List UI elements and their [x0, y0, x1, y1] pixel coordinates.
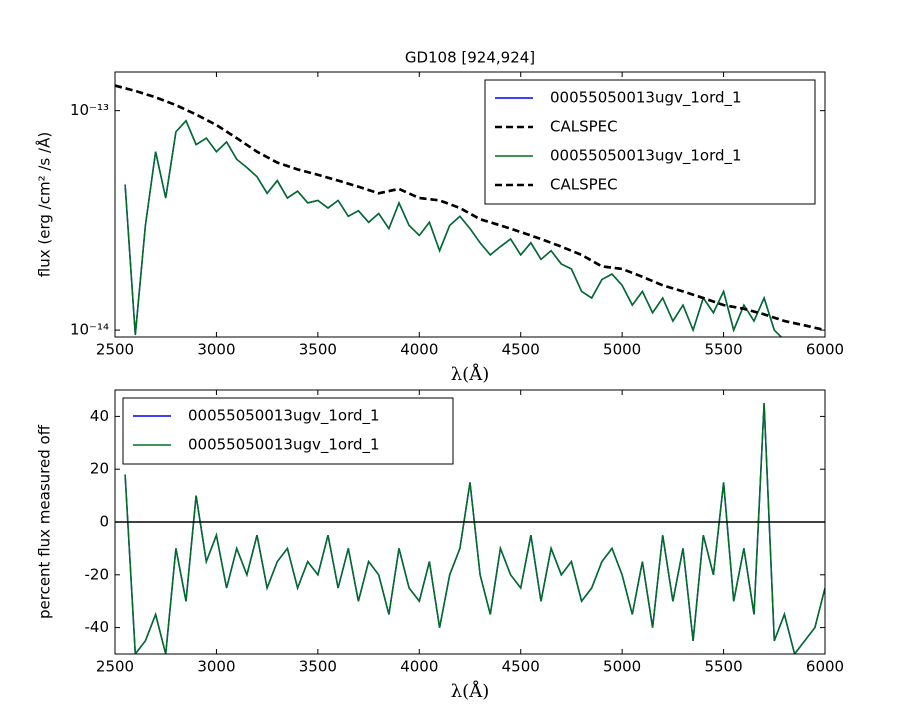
x-tick-label: 4500 — [502, 341, 540, 359]
legend-label: CALSPEC — [550, 118, 618, 136]
y-axis-label: flux (erg /cm² /s /Å) — [35, 132, 54, 277]
x-tick-label: 3500 — [299, 341, 337, 359]
plot-area — [124, 403, 825, 654]
series-line — [124, 119, 783, 337]
x-tick-label: 5500 — [704, 658, 742, 676]
x-tick-label: 6000 — [806, 658, 844, 676]
legend-label: 00055050013ugv_1ord_1 — [550, 89, 742, 108]
legend-box — [484, 79, 816, 205]
x-tick-label: 4500 — [502, 658, 540, 676]
y-axis-label: percent flux measured off — [36, 424, 54, 619]
legend-label: 00055050013ugv_1ord_1 — [188, 436, 380, 455]
x-tick-label: 3500 — [299, 658, 337, 676]
y-tick-label: 10⁻¹⁴ — [70, 321, 109, 339]
x-tick-label: 4000 — [400, 341, 438, 359]
x-tick-label: 5500 — [704, 341, 742, 359]
y-tick-label: -40 — [85, 618, 110, 636]
y-tick-label: 20 — [90, 460, 109, 478]
x-axis-label: λ(Å) — [451, 363, 489, 385]
y-tick-label: -20 — [85, 565, 110, 583]
x-axis-label: λ(Å) — [451, 680, 489, 702]
legend-label: 00055050013ugv_1ord_1 — [550, 147, 742, 166]
legend-label: 00055050013ugv_1ord_1 — [188, 407, 380, 426]
x-tick-label: 6000 — [806, 341, 844, 359]
plot-area — [115, 84, 825, 337]
x-tick-label: 2500 — [96, 658, 134, 676]
legend-box — [122, 397, 454, 465]
axes-frame — [114, 71, 826, 338]
legend: 00055050013ugv_1ord_1 CALSPEC 00055050013u… — [484, 79, 816, 205]
x-tick-label: 2500 — [96, 341, 134, 359]
y-tick-label: 40 — [90, 407, 109, 425]
series-line — [124, 403, 825, 654]
x-tick-label: 4000 — [400, 658, 438, 676]
x-tick-label: 3000 — [197, 341, 235, 359]
y-tick-label: 0 — [99, 513, 109, 531]
x-tick-label: 5000 — [603, 341, 641, 359]
legend: 00055050013ugv_1ord_1 00055050013ugv_1ord… — [122, 397, 454, 465]
x-tick-label: 5000 — [603, 658, 641, 676]
y-tick-label: 10⁻¹³ — [70, 101, 109, 119]
chart-title: GD108 [924,924] — [405, 49, 535, 67]
x-tick-label: 3000 — [197, 658, 235, 676]
legend-label: CALSPEC — [550, 176, 618, 194]
